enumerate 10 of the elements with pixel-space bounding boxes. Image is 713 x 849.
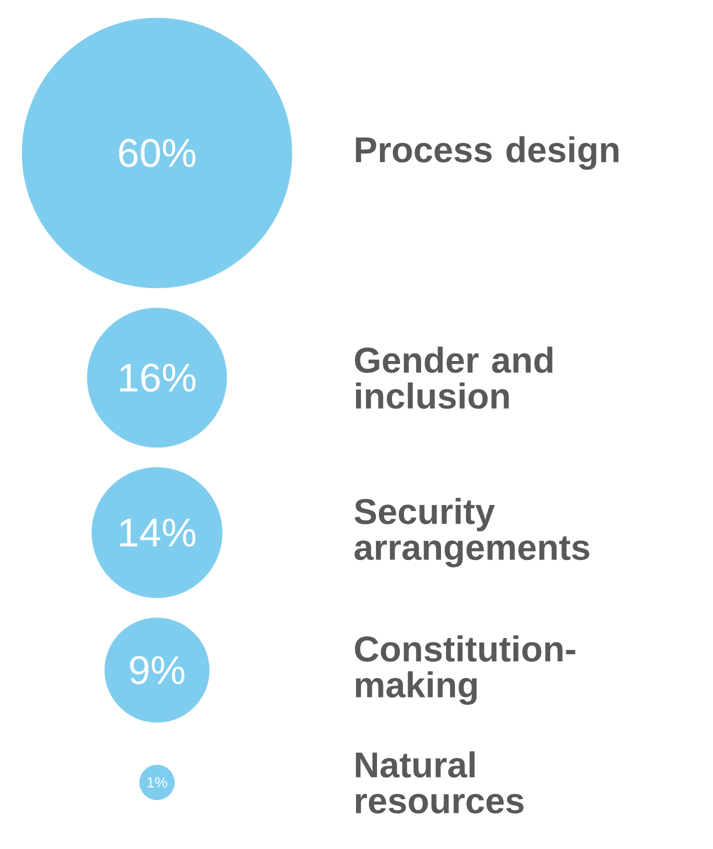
category-label: Process design	[356, 136, 618, 170]
category-label: Gender and inclusion	[354, 346, 552, 409]
data-label: 14%	[120, 518, 196, 547]
data-label: 9%	[130, 656, 184, 684]
category-label: Constitution-making	[354, 635, 576, 705]
category-label: Security arrangements	[354, 498, 590, 568]
data-label: 1%	[147, 777, 168, 788]
category-label: Natural resources	[356, 751, 524, 814]
data-label: 16%	[120, 364, 196, 392]
data-label: 60%	[119, 138, 196, 168]
